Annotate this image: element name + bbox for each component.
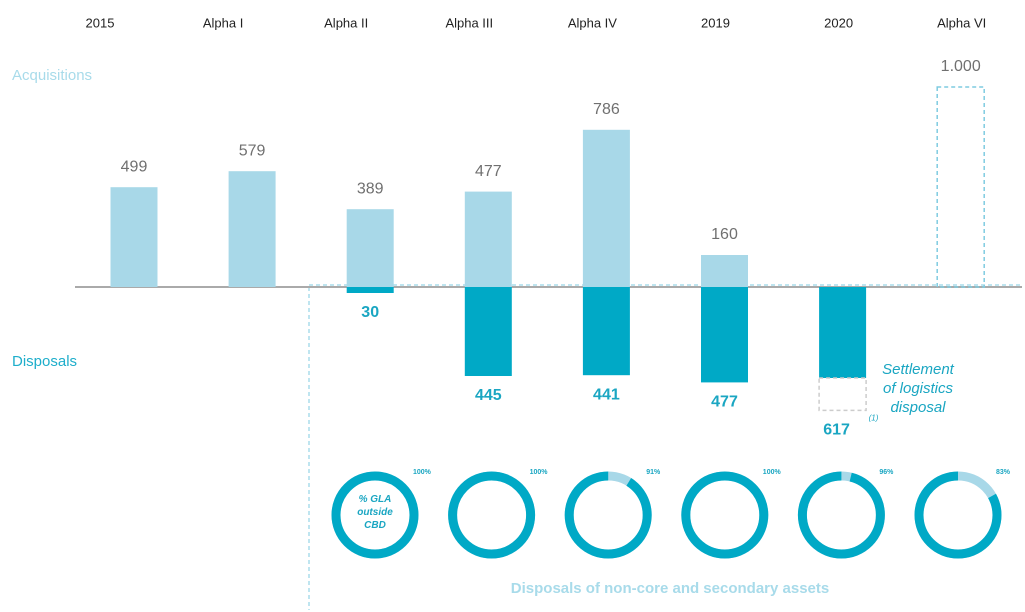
column-header: Alpha IV — [568, 15, 617, 30]
inner-label-line: % GLA — [359, 494, 392, 505]
column-header: Alpha III — [445, 15, 493, 30]
donut-arc — [331, 471, 419, 559]
annotation-line: Settlement — [882, 361, 955, 378]
value-label: 477 — [711, 394, 738, 411]
column-header: Alpha VI — [937, 15, 986, 30]
donut-label: 91% — [646, 469, 661, 476]
column-header: 2015 — [86, 15, 115, 30]
donut-label: 83% — [996, 469, 1011, 476]
donut-title: Disposals of non-core and secondary asse… — [511, 580, 829, 597]
column-header: 2019 — [701, 15, 730, 30]
annotation-line: of logistics — [883, 380, 954, 397]
acquisition-bar — [346, 209, 394, 287]
value-label: 477 — [475, 163, 502, 180]
acquisition-bar — [701, 255, 748, 287]
value-label: 160 — [711, 226, 738, 243]
value-label: 579 — [239, 142, 266, 159]
annotation-line: disposal — [890, 399, 946, 416]
acquisition-bar — [228, 171, 276, 287]
value-label: 499 — [121, 158, 148, 175]
donut-label: 100% — [530, 469, 549, 476]
acquisitions-label: Acquisitions — [12, 67, 92, 84]
donut-inner-label: % GLA outside CBD — [357, 494, 393, 531]
donut-arc — [914, 471, 1002, 559]
acquisition-bar — [582, 129, 630, 287]
donut-arc — [564, 471, 652, 559]
donut-arc — [448, 471, 536, 559]
inner-label-line: CBD — [364, 520, 386, 531]
column-header: 2020 — [824, 15, 853, 30]
acquisition-bar — [464, 191, 512, 287]
donut-label: 100% — [413, 469, 432, 476]
disposals-label: Disposals — [12, 353, 77, 370]
value-label: 786 — [593, 101, 620, 118]
donut-arc — [681, 471, 769, 559]
column-header: Alpha I — [203, 15, 243, 30]
disposal-bar — [819, 287, 867, 378]
donut-label: 100% — [763, 469, 782, 476]
disposal-bar — [582, 287, 630, 376]
settlement-bar — [818, 377, 867, 412]
footnote: (1) — [869, 414, 879, 423]
annotation: Settlement of logistics disposal — [882, 361, 955, 416]
disposal-bar — [346, 287, 394, 293]
value-label: 389 — [357, 180, 384, 197]
donut-arc — [797, 471, 885, 559]
value-label: 1.000 — [941, 58, 981, 75]
acquisition-bar — [110, 187, 158, 287]
value-label: 617 — [823, 422, 850, 439]
disposal-bar — [701, 287, 748, 383]
value-label: 30 — [361, 304, 379, 321]
column-header: Alpha II — [324, 15, 368, 30]
donut-label: 96% — [879, 469, 894, 476]
value-label: 441 — [593, 386, 620, 403]
acquisition-bar — [936, 86, 985, 288]
disposal-bar — [464, 287, 512, 376]
value-label: 445 — [475, 387, 502, 404]
inner-label-line: outside — [357, 507, 393, 518]
